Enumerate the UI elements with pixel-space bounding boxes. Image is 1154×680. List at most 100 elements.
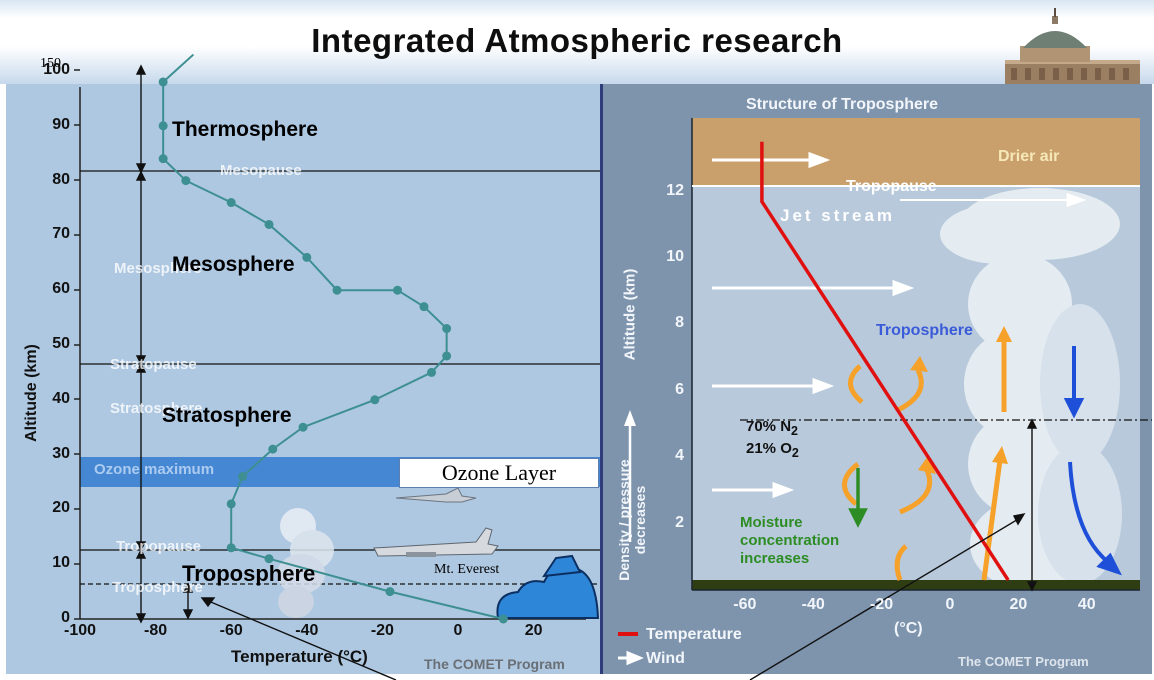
left-ytick-label: 70: [52, 225, 70, 243]
left-ytick-label: 20: [52, 499, 70, 517]
right-ytick-label: 12: [666, 181, 684, 199]
profile-point: [158, 154, 168, 164]
temperature-line: [760, 141, 1010, 581]
profile-point: [238, 472, 248, 482]
profile-point: [264, 554, 274, 564]
profile-point: [498, 614, 508, 624]
right-y-axis-label: Altitude (km): [621, 268, 639, 361]
oxygen-subscript: 2: [791, 446, 799, 460]
left-ytick-label: 10: [52, 554, 70, 572]
density-arrow: [624, 410, 636, 542]
pointer-arrow-left: [200, 597, 397, 680]
right-ytick-label: 8: [675, 314, 684, 332]
layer-label-troposphere: Troposphere: [182, 561, 316, 586]
temperature-profile-points: [158, 77, 508, 624]
drier-air-label: Drier air: [998, 148, 1060, 165]
right-xtick-label: -60: [733, 596, 757, 613]
ozone-layer-box: Ozone Layer: [399, 458, 599, 488]
tropopause-label: Tropopause: [846, 178, 937, 195]
profile-point: [332, 285, 342, 295]
left-ytick-label: 60: [52, 280, 70, 298]
left-xtick-label: 20: [524, 622, 543, 639]
faint-label-troposphere: Troposphere: [112, 579, 203, 596]
oxygen-label: 21% O2: [746, 440, 799, 460]
right-credit: The COMET Program: [958, 654, 1089, 669]
nitrogen-text: 70% N: [746, 418, 792, 435]
left-ytick-label: 0: [61, 609, 70, 626]
profile-point: [264, 219, 274, 229]
airliner-icon: [373, 527, 499, 557]
left-y-axis-label: Altitude (km): [23, 344, 40, 442]
left-xtick-label: -60: [219, 622, 243, 639]
right-ytick-label: 6: [675, 380, 684, 398]
circulation-arrowheads: [910, 326, 1012, 474]
left-x-axis-label: Temperature (°C): [231, 647, 368, 666]
left-ytick-label: 100: [43, 61, 70, 78]
left-xtick-label: -40: [295, 622, 319, 639]
profile-point: [442, 351, 452, 361]
profile-point: [419, 302, 429, 312]
right-xtick-label: 20: [1009, 596, 1028, 613]
right-xtick-label: -40: [801, 596, 825, 613]
left-ytick-label: 30: [52, 444, 70, 462]
profile-point: [181, 176, 191, 186]
left-xtick-label: -80: [144, 622, 168, 639]
profile-point: [442, 324, 452, 334]
left-ytick-label: 90: [52, 115, 70, 133]
moisture-line-2: concentration: [740, 532, 840, 549]
left-ytick-label: 40: [52, 389, 70, 407]
left-credit: The COMET Program: [424, 656, 565, 672]
layer-label-mesosphere: Mesosphere: [172, 253, 295, 276]
faint-label-mesosphere: Mesosphere: [114, 260, 202, 277]
troposphere-structure-chart: [618, 118, 1152, 680]
right-chart-panel: 2 4 6 8 10 12 -60 -40 -20 0 20 40 Structure of Tro…: [600, 84, 1152, 680]
right-x-axis-label: (°C): [894, 620, 923, 637]
legend-wind-swatch: [618, 650, 644, 666]
cloud-mountain-icon: [496, 554, 600, 619]
profile-point: [393, 285, 403, 295]
left-ytick-label: 50: [52, 335, 70, 352]
right-chart-title: Structure of Troposphere: [746, 96, 939, 113]
profile-point: [226, 198, 236, 208]
moisture-label: Moisture concentration increases: [740, 514, 839, 568]
right-ytick-label: 4: [675, 447, 684, 465]
right-xtick-label: -20: [870, 596, 894, 613]
faint-label-mesopause: Mesopause: [220, 162, 302, 179]
density-label: Density / pressure decreases: [616, 450, 648, 590]
altitude-150-label: 150: [40, 56, 61, 71]
faint-label-stratosphere: Stratosphere: [110, 400, 203, 417]
density-line-2: decreases: [632, 485, 648, 555]
right-xtick-label: 40: [1077, 596, 1096, 613]
right-ytick-label: 10: [666, 248, 684, 265]
layer-label-thermosphere: Thermosphere: [172, 118, 318, 141]
profile-point: [370, 395, 380, 405]
layer-label-stratosphere: Stratosphere: [162, 404, 292, 427]
circulation-arrows: [842, 340, 1007, 581]
troposphere-label: Troposphere: [876, 322, 973, 339]
building-dome-icon: [1005, 8, 1140, 84]
profile-point: [385, 587, 395, 597]
slide-header: Integrated Atmospheric research 150: [0, 0, 1154, 84]
left-ytick-label: 80: [52, 170, 70, 188]
right-ytick-label: 2: [675, 513, 684, 531]
jet-stream-label: Jet stream: [780, 206, 896, 225]
fighter-jet-icon: [395, 487, 477, 503]
left-xtick-label: -20: [370, 622, 394, 639]
cumulonimbus-cloud: [940, 188, 1122, 590]
atmosphere-profile-chart: [74, 53, 600, 680]
left-ytick-marks: [74, 69, 80, 620]
profile-point: [226, 499, 236, 509]
profile-point: [298, 422, 308, 432]
height-range-arrow: [1026, 418, 1038, 592]
ozone-maximum-label: Ozone maximum: [94, 461, 215, 478]
legend-temperature-label: Temperature: [646, 626, 742, 643]
moisture-line-1: Moisture: [740, 514, 803, 531]
nitrogen-subscript: 2: [791, 424, 798, 438]
faint-label-stratopause: Stratopause: [110, 356, 197, 373]
profile-point: [302, 252, 312, 262]
left-xtick-label: 0: [453, 622, 463, 639]
profile-point: [226, 543, 236, 553]
faint-label-tropopause: Tropopause: [116, 538, 202, 555]
left-xtick-label: -100: [63, 622, 97, 639]
legend-wind-label: Wind: [646, 650, 685, 667]
